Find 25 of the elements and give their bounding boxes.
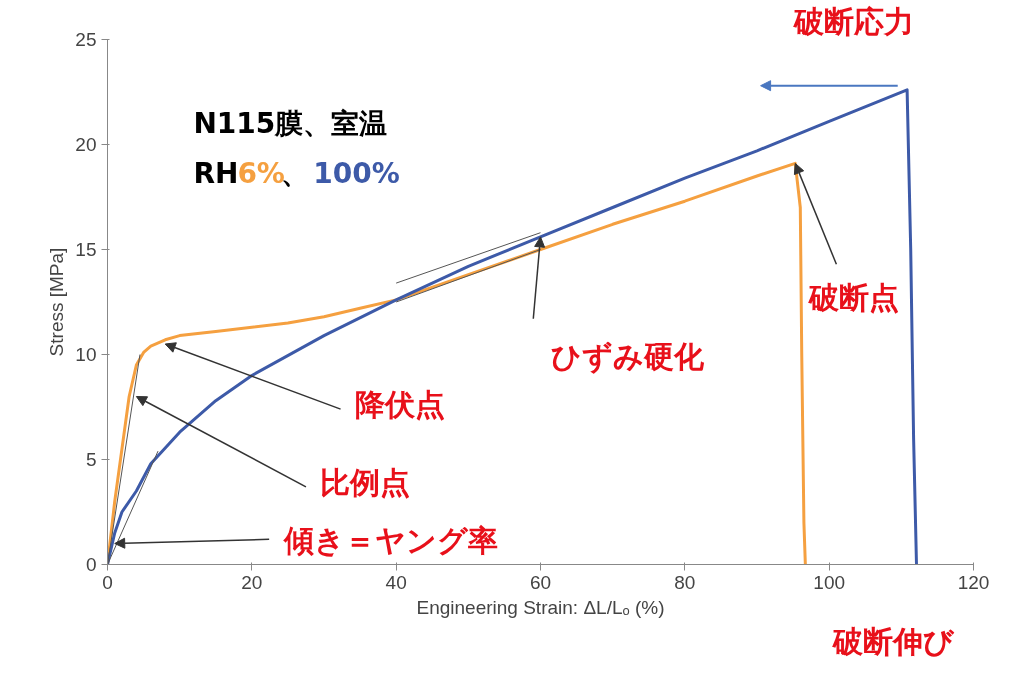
y-axis-title: Stress [MPa] [46, 247, 68, 357]
y-tick-label: 15 [75, 239, 97, 260]
legend-title: N115膜、室温 [193, 107, 388, 140]
x-tick-label: 80 [674, 571, 696, 593]
text: 100% [313, 157, 400, 191]
x-axis-title: Engineering Strain: ΔL/Lₒ (%) [416, 596, 665, 618]
x-tick-label: 120 [957, 571, 990, 593]
annotation: ひずみ硬化 [550, 339, 705, 375]
annotation: 比例点 [320, 465, 411, 501]
y-tick-label: 20 [75, 134, 97, 155]
text: 破断伸び [831, 623, 955, 659]
x-tick-label: 0 [102, 571, 113, 593]
annotation: 傾き＝ヤング率 [282, 522, 498, 558]
x-tick-label: 20 [241, 571, 263, 593]
y-tick-label: 10 [75, 344, 97, 365]
x-tick-label: 60 [529, 571, 552, 593]
annotation: RH [193, 157, 239, 191]
y-tick-label: 25 [75, 29, 97, 50]
annotation: 破断点 [807, 280, 899, 316]
y-tick-label: 0 [85, 554, 97, 575]
x-tick-label: 100 [813, 571, 846, 593]
x-tick-label: 40 [385, 571, 407, 593]
annotation: 降伏点 [355, 387, 446, 423]
y-tick-label: 5 [85, 449, 97, 470]
text: 破断応力 [792, 3, 914, 39]
